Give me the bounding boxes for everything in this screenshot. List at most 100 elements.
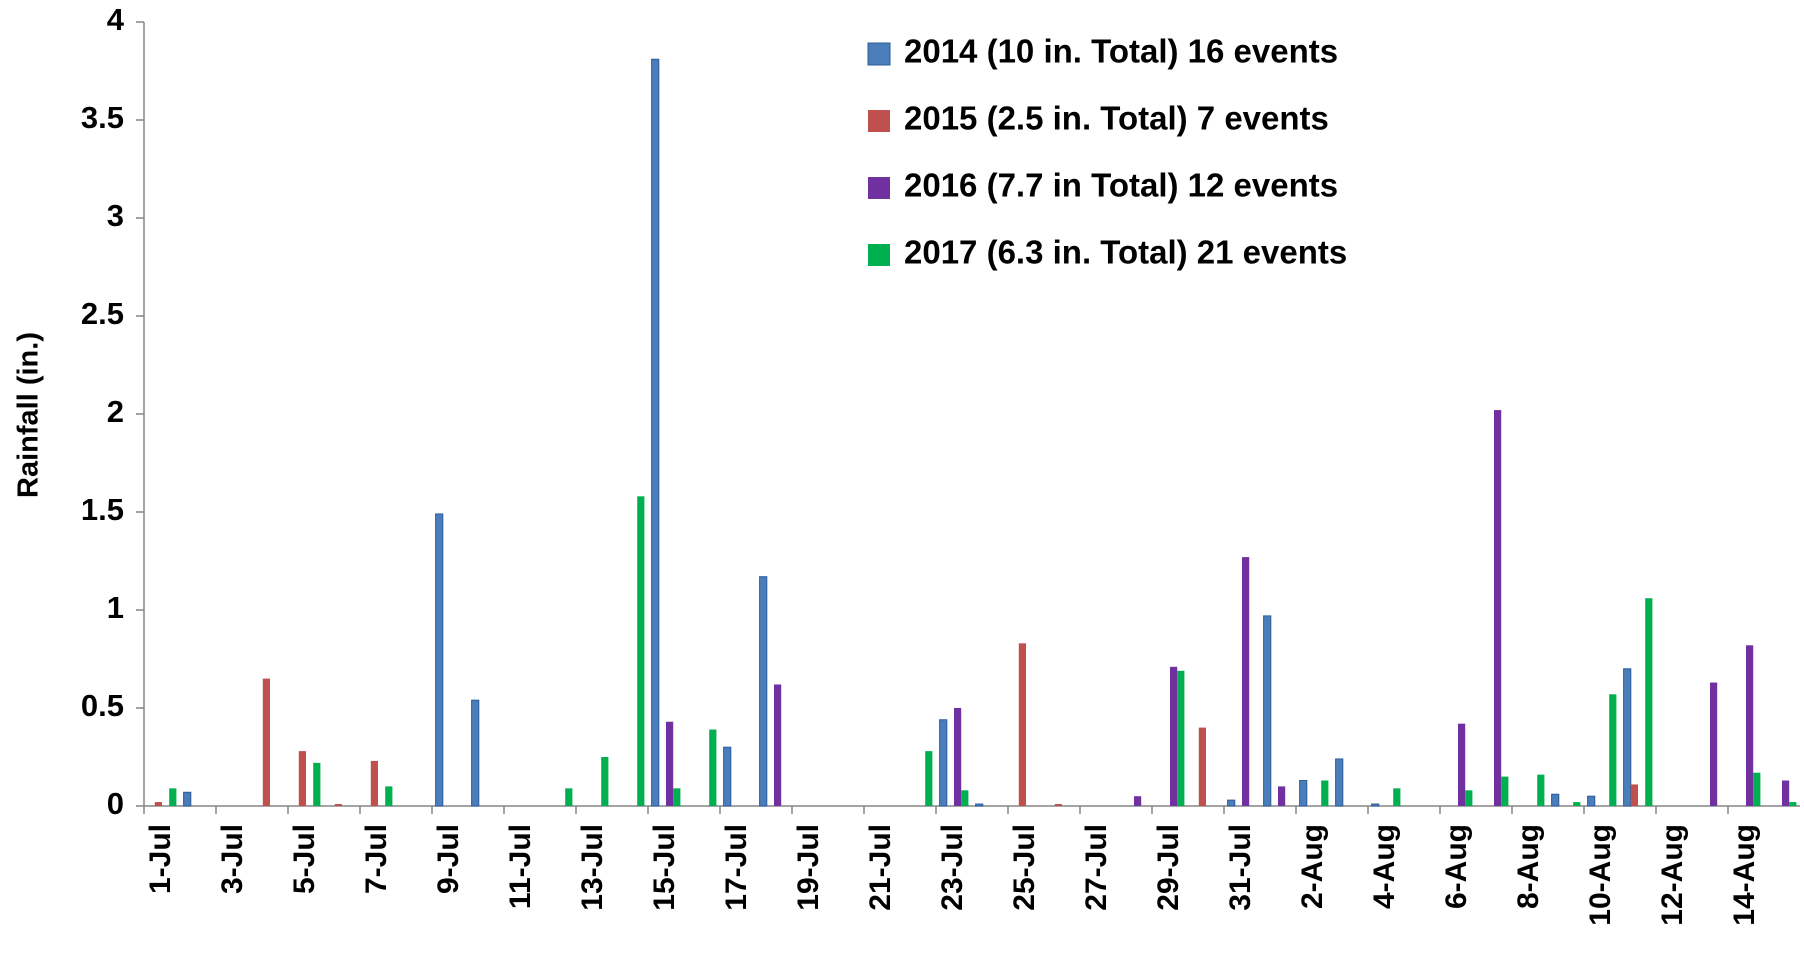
legend-label: 2015 (2.5 in. Total) 7 events [904,100,1329,137]
bar [1371,803,1380,807]
bar [370,760,378,806]
bar [1630,784,1638,806]
bar [1710,682,1718,806]
bar [1537,774,1545,806]
bar [601,757,609,806]
x-tick-label: 12-Aug [1656,824,1689,926]
x-tick-label: 25-Jul [1008,824,1041,911]
x-tick-label: 2-Aug [1296,824,1329,909]
legend-label: 2016 (7.7 in Total) 12 events [904,167,1338,204]
bar [298,751,306,806]
bar [759,576,768,807]
x-tick-label: 31-Jul [1224,824,1257,911]
bar [774,684,782,806]
y-tick-label: 1 [107,590,124,625]
legend-swatch [868,244,890,266]
x-tick-label: 10-Aug [1584,824,1617,926]
bar [1782,780,1790,806]
x-tick-label: 27-Jul [1080,824,1113,911]
bar [334,804,342,806]
bar [1494,410,1502,806]
bar [1623,668,1632,807]
bar [1335,758,1344,807]
bar [565,788,573,806]
bar [435,513,444,807]
bar [471,699,480,807]
bar [1458,723,1466,806]
bar [975,803,984,807]
bar [1393,788,1401,806]
x-tick-label: 4-Aug [1368,824,1401,909]
x-tick-label: 29-Jul [1152,824,1185,911]
bar [1746,645,1754,806]
x-tick-label: 7-Jul [360,824,393,894]
bar [961,790,969,806]
x-tick-label: 17-Jul [720,824,753,911]
bar [1242,557,1250,806]
x-tick-label: 1-Jul [144,824,177,894]
bar [651,58,660,807]
legend-swatch [868,177,890,199]
bar [1501,776,1509,806]
legend-swatch [868,110,890,132]
bar [154,802,162,806]
bar [1278,786,1286,806]
bar [1227,799,1236,807]
bar [666,721,674,806]
x-tick-label: 15-Jul [648,824,681,911]
bar [1587,795,1596,807]
bar [1177,670,1185,806]
legend-label: 2017 (6.3 in. Total) 21 events [904,234,1347,271]
x-tick-label: 3-Jul [216,824,249,894]
y-tick-label: 0.5 [81,688,124,723]
y-axis-label: Rainfall (in.) [13,332,45,498]
x-tick-label: 21-Jul [864,824,897,911]
bar [1018,643,1026,806]
y-tick-label: 2 [107,394,124,429]
bar [169,788,177,806]
bar [1321,780,1329,806]
bar [709,729,717,806]
y-tick-label: 3.5 [81,100,124,135]
bar [1573,802,1581,806]
y-tick-label: 3 [107,198,124,233]
bar [1198,727,1206,806]
x-tick-label: 11-Jul [504,824,537,909]
bar [262,678,270,806]
bar [1609,694,1617,806]
legend-swatch [867,42,891,66]
bar [183,791,192,807]
bar [313,762,321,806]
bar [925,751,933,806]
x-tick-label: 13-Jul [576,824,609,911]
y-tick-label: 0 [107,786,124,821]
bar [1465,790,1473,806]
x-tick-label: 5-Jul [288,824,321,894]
bar [1299,780,1308,807]
bar [637,496,645,806]
bar [1789,802,1797,806]
bar [1263,615,1272,807]
y-tick-label: 4 [107,2,125,37]
y-tick-label: 2.5 [81,296,124,331]
bar [954,708,962,806]
bar [673,788,681,806]
bar [1551,793,1560,807]
x-tick-label: 19-Jul [792,824,825,911]
legend-label: 2014 (10 in. Total) 16 events [904,33,1338,70]
bar [1134,796,1142,806]
x-tick-label: 23-Jul [936,824,969,911]
bar [1054,804,1062,806]
bar [1170,666,1178,806]
y-tick-label: 1.5 [81,492,124,527]
bar [385,786,393,806]
bar [723,746,732,807]
x-tick-label: 14-Aug [1728,824,1761,926]
x-tick-label: 9-Jul [432,824,465,894]
bar [1753,772,1761,806]
bar [939,719,948,807]
bar [1645,598,1653,806]
x-tick-label: 6-Aug [1440,824,1473,909]
x-tick-label: 8-Aug [1512,824,1545,909]
